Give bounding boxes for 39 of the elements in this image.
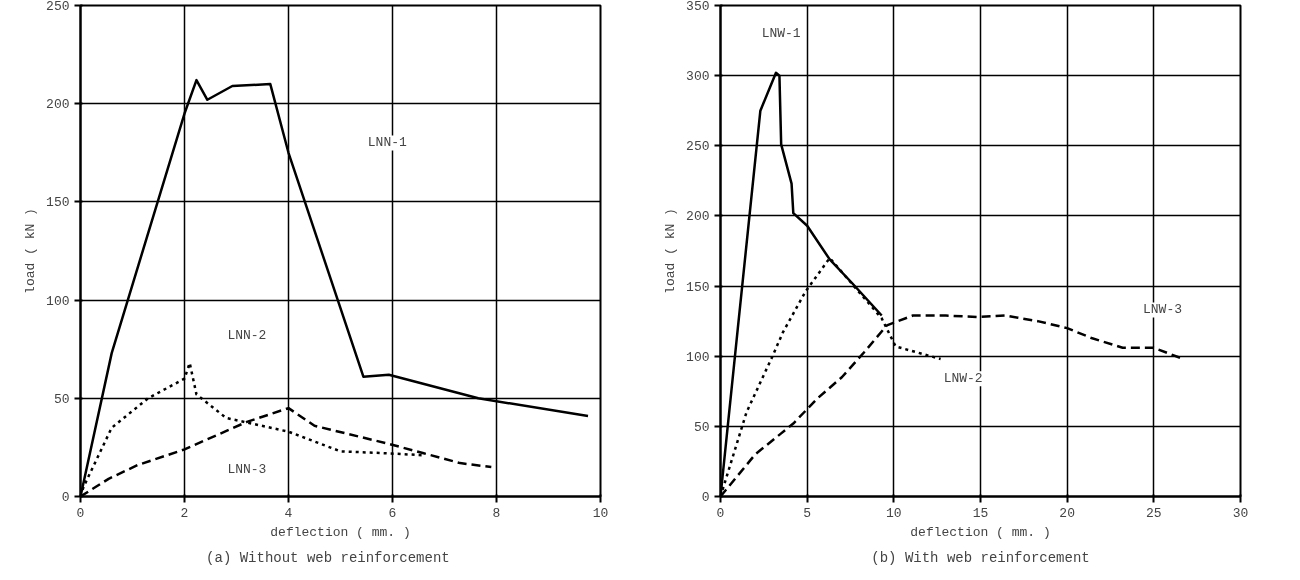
x-tick-label: 5: [803, 505, 812, 521]
x-tick-label: 2: [180, 505, 189, 521]
x-axis-title: deflection ( mm. ): [910, 524, 1051, 540]
x-tick-label: 0: [716, 505, 725, 521]
x-tick-label: 10: [592, 505, 609, 521]
x-tick-label: 8: [492, 505, 501, 521]
y-tick-label: 200: [46, 97, 70, 113]
annotation: LNN-1: [367, 135, 407, 151]
x-axis-title: deflection ( mm. ): [270, 524, 411, 540]
x-tick-label: 10: [886, 505, 902, 521]
y-tick-label: 50: [53, 391, 70, 407]
y-tick-label: 150: [686, 279, 710, 295]
y-tick-label: 0: [61, 490, 70, 505]
y-tick-label: 150: [46, 195, 70, 211]
y-tick-label: 250: [46, 0, 70, 14]
y-tick-label: 50: [693, 419, 710, 435]
x-tick-label: 20: [1059, 505, 1075, 521]
annotation: LNN-3: [227, 461, 267, 477]
x-tick-label: 25: [1146, 505, 1162, 521]
y-tick-label: 100: [46, 293, 70, 309]
text: (b) With web reinforcement: [871, 549, 1090, 566]
text: (a) Without web reinforcement: [206, 549, 450, 566]
y-axis-title: load ( kN ): [23, 208, 39, 294]
y-axis-title: load ( kN ): [663, 208, 679, 294]
annotation: LNW-1: [761, 26, 801, 42]
annotation: LNW-2: [943, 371, 983, 387]
y-tick-label: 0: [701, 490, 710, 505]
y-tick-label: 100: [686, 349, 710, 365]
x-tick-label: 15: [972, 505, 989, 521]
x-tick-label: 4: [284, 505, 293, 521]
x-tick-label: 6: [388, 505, 397, 521]
y-tick-label: 350: [686, 0, 710, 14]
x-tick-label: 30: [1232, 505, 1249, 521]
annotation: LNN-2: [227, 327, 267, 343]
annotation: LNW-3: [1143, 302, 1183, 318]
y-tick-label: 200: [686, 209, 710, 225]
y-tick-label: 250: [686, 139, 710, 155]
y-tick-label: 300: [686, 69, 710, 85]
x-tick-label: 0: [76, 505, 85, 521]
